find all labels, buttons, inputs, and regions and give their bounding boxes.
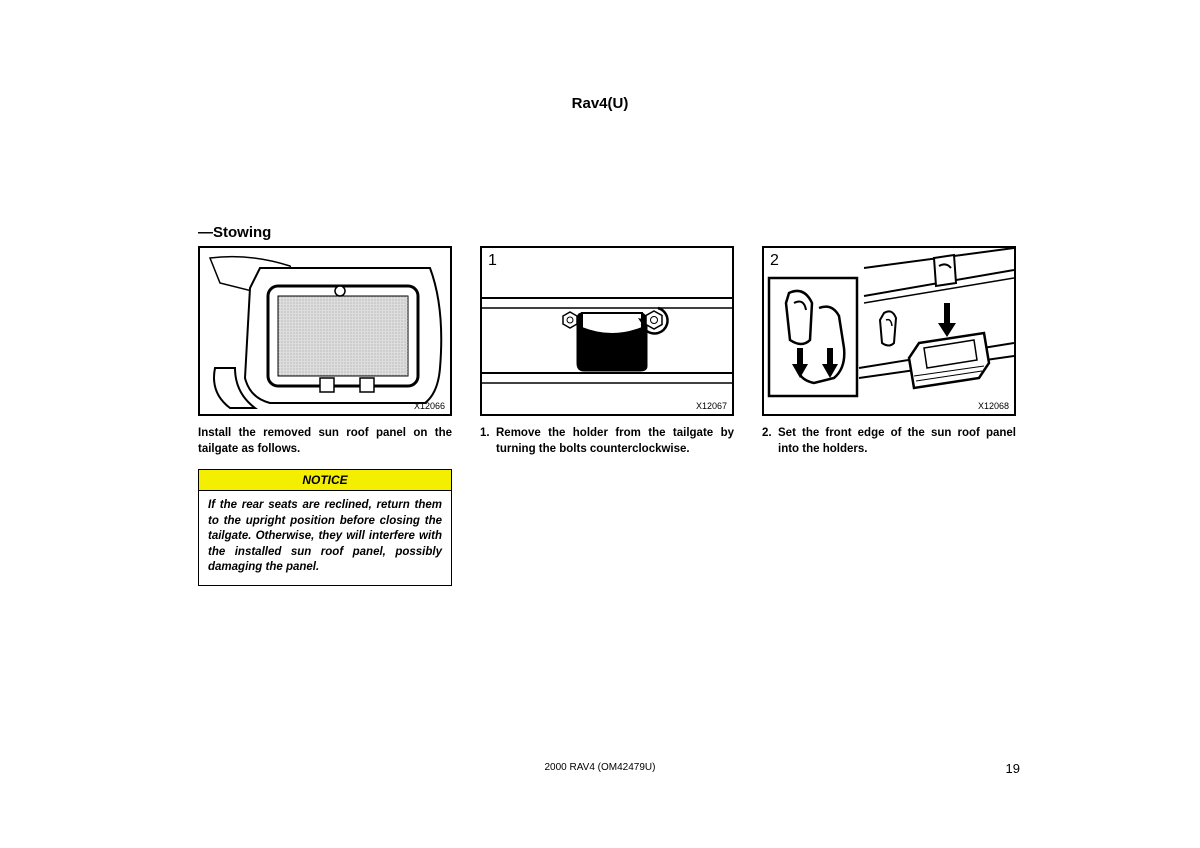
figure-3: 2 X12068 (762, 246, 1016, 416)
caption-3-number: 2. (762, 426, 778, 457)
figure-2: 1 X12067 (480, 246, 734, 416)
figure-1: X12066 (198, 246, 452, 416)
caption-2-text: Remove the holder from the tailgate by t… (496, 426, 734, 457)
figure-code-2: X12067 (696, 401, 727, 411)
column-2: 1 X12067 1. Remove the holder from the t… (480, 246, 734, 586)
caption-1: Install the removed sun roof panel on th… (198, 426, 452, 457)
footer-text: 2000 RAV4 (OM42479U) (0, 762, 1200, 773)
step-number-3: 2 (770, 252, 779, 270)
content-columns: X12066 Install the removed sun roof pane… (198, 246, 1018, 586)
notice-header: NOTICE (199, 470, 451, 491)
step-number-2: 1 (488, 252, 497, 270)
page-number: 19 (1006, 761, 1020, 776)
page-header: Rav4(U) (0, 95, 1200, 112)
caption-3-text: Set the front edge of the sun roof panel… (778, 426, 1016, 457)
figure-code-1: X12066 (414, 401, 445, 411)
column-1: X12066 Install the removed sun roof pane… (198, 246, 452, 586)
notice-body: If the rear seats are reclined, return t… (199, 491, 451, 585)
figure-code-3: X12068 (978, 401, 1009, 411)
section-title: —Stowing (198, 224, 271, 241)
caption-2: 1. Remove the holder from the tailgate b… (480, 426, 734, 457)
caption-2-number: 1. (480, 426, 496, 457)
column-3: 2 X12068 2. Set the front edge of the su… (762, 246, 1016, 586)
caption-3: 2. Set the front edge of the sun roof pa… (762, 426, 1016, 457)
notice-box: NOTICE If the rear seats are reclined, r… (198, 469, 452, 586)
